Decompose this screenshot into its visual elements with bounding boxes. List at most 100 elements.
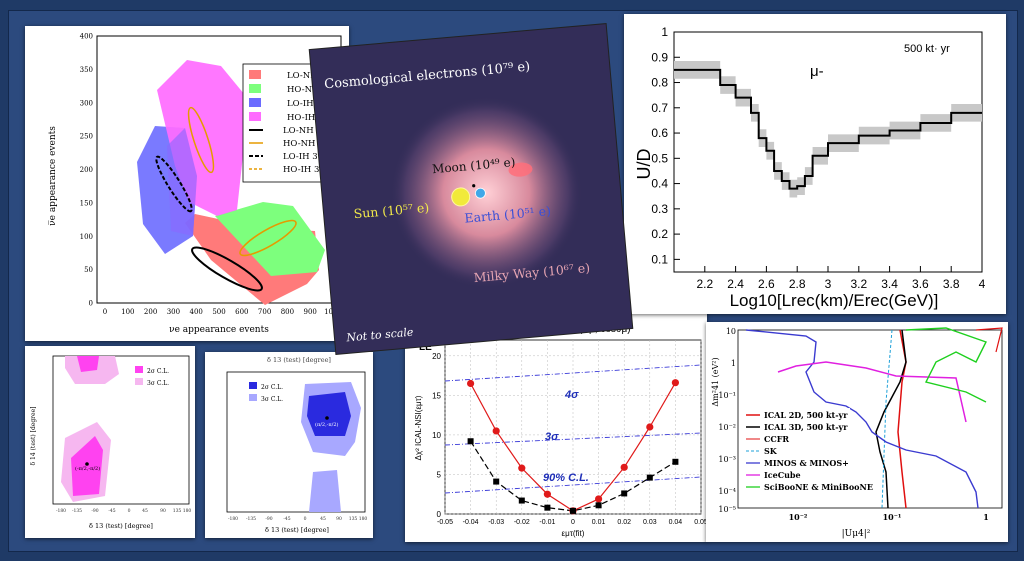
y-tick-label: 0.9 (651, 50, 668, 64)
y-tick-label: 0.7 (651, 101, 668, 115)
cosmological-electrons-figure: Cosmological electrons (10⁷⁹ e) Moon (10… (308, 23, 634, 355)
x-tick-label: 400 (190, 308, 203, 316)
x-tick-label: 900 (304, 308, 317, 316)
legend-3sigma: 3σ C.L. (261, 396, 283, 403)
series-black-point (544, 504, 551, 511)
delta14-right-plot: δ 13 (test) [degree] (π/2,-π/2) 2σ C.L. … (226, 356, 367, 534)
x-tick-0: 10⁻² (789, 512, 808, 522)
svg-text:-135: -135 (72, 508, 82, 514)
curve-sk (881, 329, 893, 509)
series-red-point (620, 463, 628, 471)
y-tick-label: 0.8 (651, 76, 668, 90)
legend-label-2: CCFR (764, 434, 789, 444)
series-black-point (595, 502, 602, 509)
curve-ccfr (975, 327, 1003, 353)
x-tick-label: -0.01 (539, 519, 555, 526)
y-tick-1: 1 (731, 359, 736, 368)
y-tick-label: 1 (661, 25, 668, 39)
series-black-point (467, 438, 474, 445)
region-ho-nh (215, 202, 325, 276)
y-tick-label: 5 (437, 470, 442, 479)
legend-label-6: SciBooNE & MiniBooNE (764, 482, 873, 492)
curve-ical-3d (875, 329, 907, 509)
x-tick-label: 300 (167, 308, 180, 316)
panel-appearance-events: LO-NH HO-NH LO-IH 3+ HO-IH 3+ LO-NH 3ν H… (25, 26, 349, 341)
y-tick-label: 0 (89, 300, 93, 308)
series-black-point (621, 490, 628, 497)
x-axis-label: δ 13 (test) [degree] (89, 522, 153, 530)
svg-text:135: 135 (173, 508, 182, 514)
y-tick-label: 0.4 (651, 177, 668, 191)
y-tick-label: 150 (80, 199, 93, 207)
x-tick-label: 0.04 (669, 519, 683, 526)
region-2sigma (307, 392, 351, 436)
x-tick-label: 0 (103, 308, 107, 316)
legend-label-3: SK (764, 446, 778, 456)
y-tick-label: 0.6 (651, 126, 668, 140)
x-tick-label: -0.02 (514, 519, 530, 526)
x-tick-label: 0.01 (592, 519, 606, 526)
appearance-events-plot: LO-NH HO-NH LO-IH 3+ HO-IH 3+ LO-NH 3ν H… (48, 33, 342, 336)
legend-3sigma: 3σ C.L. (147, 380, 169, 387)
svg-text:45: 45 (142, 508, 148, 514)
legend-label-1: ICAL 3D, 500 kt-yr (764, 422, 848, 432)
svg-text:135: 135 (349, 516, 358, 522)
series-black-point (672, 458, 679, 465)
panel-sterile-exclusion: ICAL 2D, 500 kt-yr ICAL 3D, 500 kt-yr CC… (706, 322, 1008, 542)
x-tick-label: 700 (258, 308, 271, 316)
panel-cosmological-electrons: Cosmological electrons (10⁷⁹ e) Moon (10… (308, 23, 634, 355)
curve-minos (745, 329, 979, 509)
label-4sigma: 4σ (564, 389, 579, 401)
series-red-point (595, 495, 603, 503)
sun-icon (451, 187, 471, 207)
x-tick-label: 2.4 (727, 277, 744, 291)
y-tick-5: 10⁻⁴ (718, 487, 736, 496)
earth-icon (475, 187, 486, 199)
svg-text:0: 0 (304, 516, 307, 522)
ellipse-ho-ih-3nu (187, 106, 215, 174)
legend-label-2: LO-IH 3+ (287, 99, 329, 109)
svg-text:-135: -135 (246, 516, 256, 522)
label-90cl: 90% C.L. (543, 472, 589, 484)
legend-label-5: IceCube (764, 470, 801, 480)
best-fit-label: (π/2,-π/2) (315, 421, 339, 428)
x-tick-label: 3.8 (943, 277, 960, 291)
x-tick-label: 800 (281, 308, 294, 316)
x-axis-label: δ 13 (test) [degree] (265, 526, 329, 534)
curve-icecube (777, 361, 967, 423)
svg-text:-45: -45 (108, 508, 115, 514)
x-tick-1: 10⁻¹ (883, 512, 902, 522)
series-red-point (492, 427, 500, 435)
x-tick-label: 500 (212, 308, 225, 316)
x-tick-label: 3.6 (912, 277, 929, 291)
x-tick-label: -0.04 (463, 519, 479, 526)
y-tick-4: 10⁻³ (718, 455, 736, 464)
x-tick-2: 1 (983, 512, 989, 522)
legend-label-4: LO-NH 3ν (283, 126, 327, 136)
legend-2sigma: 2σ C.L. (261, 384, 283, 391)
sterile-exclusion-plot: ICAL 2D, 500 kt-yr ICAL 3D, 500 kt-yr CC… (711, 327, 1003, 539)
y-axis-label: Δχ² ICAL-NSI(εμτ) (414, 395, 423, 460)
legend-label-1: HO-NH (287, 85, 319, 95)
y-tick-label: 0 (437, 510, 442, 519)
x-tick-label: 0.03 (643, 519, 657, 526)
series-red-point (467, 379, 475, 388)
ratio-line (674, 68, 982, 190)
y-tick-label: 50 (84, 266, 93, 274)
x-tick-label: 3 (825, 277, 832, 291)
y-tick-label: 10 (432, 431, 441, 440)
legend-label-4: MINOS & MINOS+ (764, 458, 849, 468)
up-down-ratio-plot: μ- 500 kt· yr U/D Log10[Lrec(km)/Erec(Ge… (634, 25, 986, 310)
x-tick-label: 2.6 (758, 277, 775, 291)
legend-box (742, 408, 850, 504)
svg-text:-90: -90 (91, 508, 98, 514)
y-tick-3: 10⁻² (718, 423, 736, 432)
tag-le: LE (419, 342, 432, 353)
y-tick-label: 15 (432, 391, 441, 400)
y-axis-label: ν̅e appearance events (48, 126, 58, 226)
series-red-point (646, 423, 654, 431)
ellipse-ho-nh-3nu (239, 219, 297, 257)
uncertainty-band (674, 61, 982, 198)
panel-delta14-right: δ 13 (test) [degree] (π/2,-π/2) 2σ C.L. … (205, 352, 373, 538)
y-axis-label: U/D (634, 149, 654, 180)
